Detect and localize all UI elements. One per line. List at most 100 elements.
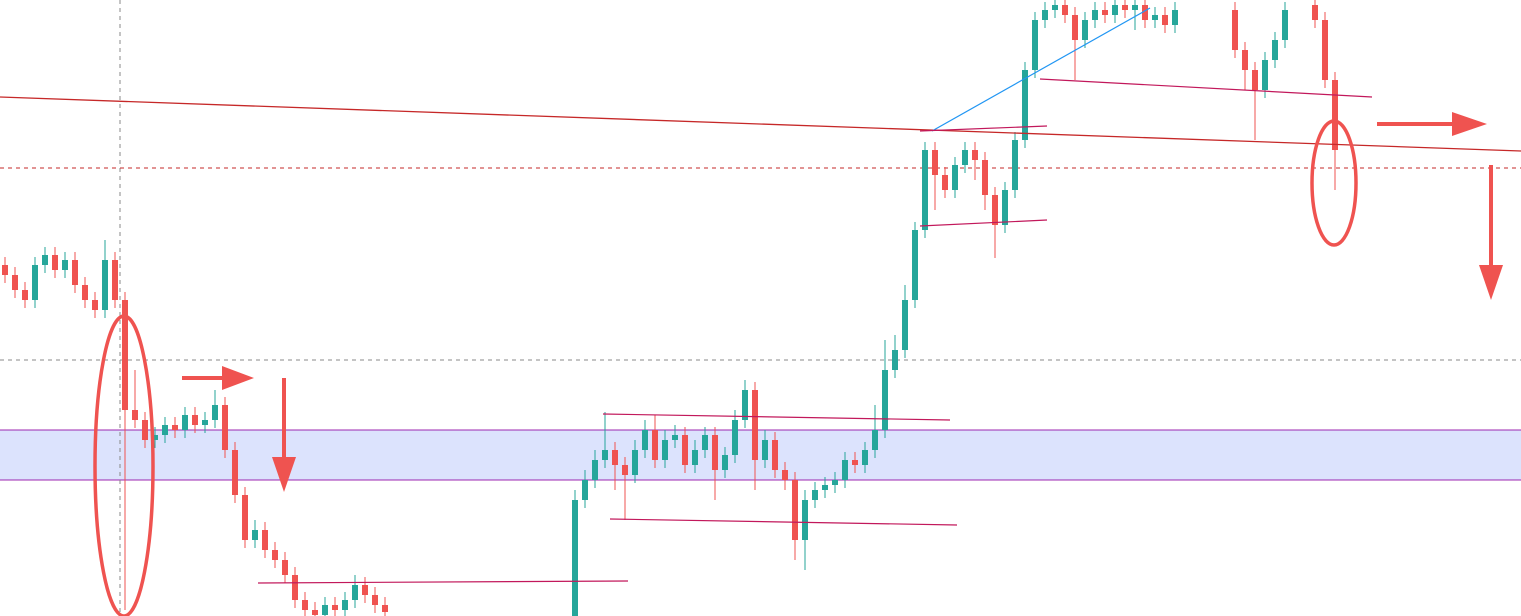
candle-body xyxy=(1112,5,1118,15)
candle-body xyxy=(922,150,928,230)
candle-body xyxy=(782,470,788,480)
candle-body xyxy=(582,480,588,500)
candle-body xyxy=(1172,10,1178,25)
candle-body xyxy=(2,265,8,275)
range-line xyxy=(609,518,958,526)
arrow-head xyxy=(1452,112,1487,136)
candle-body xyxy=(652,430,658,460)
candle-body xyxy=(212,405,218,420)
candle-body xyxy=(142,420,148,440)
candle-body xyxy=(352,585,358,600)
candle-body xyxy=(1122,5,1128,10)
candle-body xyxy=(572,500,578,616)
candle-body xyxy=(1062,5,1068,15)
candle-body xyxy=(982,160,988,195)
candle-body xyxy=(862,450,868,465)
candle-body xyxy=(102,260,108,310)
candle-body xyxy=(132,410,138,420)
candle-body xyxy=(172,425,178,430)
candle-body xyxy=(202,420,208,425)
candle-body xyxy=(22,290,28,300)
trend-line-blue xyxy=(931,7,1151,132)
candle-body xyxy=(692,450,698,465)
range-line xyxy=(919,125,1048,132)
candle-body xyxy=(882,370,888,430)
candle-body xyxy=(302,600,308,610)
trend-line xyxy=(0,96,1521,152)
candle-body xyxy=(1142,5,1148,20)
candle-body xyxy=(602,450,608,460)
candle-body xyxy=(962,150,968,165)
candle-body xyxy=(672,435,678,440)
candle-body xyxy=(292,575,298,600)
candle-body xyxy=(342,600,348,610)
candle-body xyxy=(1132,5,1138,10)
candle-body xyxy=(72,260,78,285)
candle-body xyxy=(842,460,848,480)
candle-body xyxy=(182,415,188,430)
candle-body xyxy=(112,260,118,300)
candle-body xyxy=(932,150,938,175)
range-line xyxy=(919,219,1048,227)
candle-body xyxy=(192,415,198,425)
candle-body xyxy=(742,390,748,420)
candle-body xyxy=(62,260,68,270)
candle-body xyxy=(902,300,908,350)
candle-body xyxy=(1332,80,1338,150)
candle-body xyxy=(1022,70,1028,140)
candle-body xyxy=(1312,5,1318,20)
candle-body xyxy=(792,480,798,540)
candles xyxy=(2,0,1338,616)
candle-body xyxy=(282,560,288,575)
candle-body xyxy=(1272,40,1278,60)
candle-body xyxy=(722,455,728,470)
candle-body xyxy=(632,450,638,475)
candle-body xyxy=(852,460,858,465)
candle-body xyxy=(1262,60,1268,90)
candle-body xyxy=(382,605,388,612)
candle-body xyxy=(12,275,18,290)
candle-body xyxy=(732,420,738,455)
support-zone xyxy=(0,430,1521,480)
annotations-over xyxy=(0,7,1521,616)
candle-body xyxy=(242,495,248,540)
candle-body xyxy=(662,440,668,460)
candle-body xyxy=(802,500,808,540)
candle-body xyxy=(912,230,918,300)
candle-body xyxy=(682,435,688,465)
highlight-ellipse xyxy=(93,314,155,616)
candle-body xyxy=(1092,10,1098,20)
candle-body xyxy=(592,460,598,480)
candle-body xyxy=(712,435,718,470)
candle-body xyxy=(1252,70,1258,90)
candle-body xyxy=(42,255,48,265)
arrow-head xyxy=(1479,265,1503,300)
candle-body xyxy=(1322,20,1328,80)
range-line xyxy=(1039,78,1373,98)
candle-body xyxy=(772,440,778,470)
candle-body xyxy=(622,465,628,475)
candle-body xyxy=(1162,15,1168,25)
candle-body xyxy=(832,480,838,485)
candle-body xyxy=(1232,10,1238,50)
candle-body xyxy=(82,285,88,300)
candle-body xyxy=(1242,50,1248,70)
candle-body xyxy=(1042,10,1048,20)
candle-body xyxy=(612,450,618,465)
candle-body xyxy=(272,550,278,560)
candle-body xyxy=(92,300,98,310)
candle-body xyxy=(892,350,898,370)
arrow-head xyxy=(272,457,296,492)
candle-body xyxy=(222,405,228,450)
candle-body xyxy=(1012,140,1018,190)
candle-body xyxy=(992,195,998,225)
candle-body xyxy=(362,585,368,595)
candle-body xyxy=(122,300,128,410)
candle-body xyxy=(1002,190,1008,225)
arrow-head xyxy=(222,366,254,390)
candle-body xyxy=(642,430,648,450)
candle-body xyxy=(822,485,828,490)
candle-body xyxy=(322,605,328,615)
